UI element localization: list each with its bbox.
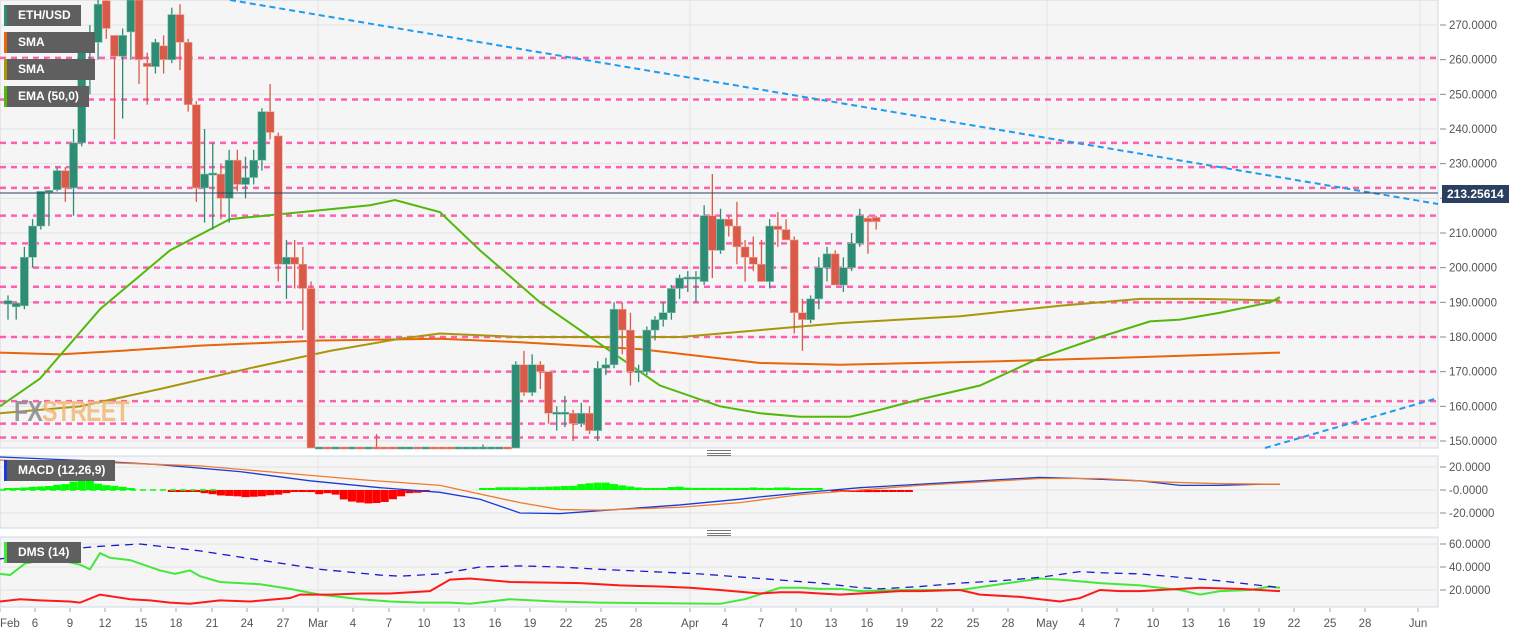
svg-text:240.0000: 240.0000 <box>1449 124 1497 136</box>
svg-text:4: 4 <box>722 618 729 630</box>
svg-text:13: 13 <box>825 618 838 630</box>
macd-label: MACD (12,26,9) <box>18 463 106 477</box>
panel-resize-handle-macd[interactable] <box>707 450 731 456</box>
svg-text:4: 4 <box>1079 618 1086 630</box>
svg-text:Jun: Jun <box>1409 618 1428 630</box>
svg-text:28: 28 <box>630 618 643 630</box>
svg-text:20.0000: 20.0000 <box>1449 462 1491 474</box>
svg-text:16: 16 <box>861 618 874 630</box>
svg-text:-0.0000: -0.0000 <box>1449 485 1488 497</box>
svg-text:24: 24 <box>241 618 254 630</box>
price-axis: 270.0000 260.0000 250.0000 240.0000 230.0000… <box>1440 20 1497 597</box>
svg-text:19: 19 <box>1253 618 1266 630</box>
legend-macd[interactable]: MACD (12,26,9) <box>4 460 116 481</box>
svg-text:7: 7 <box>758 618 764 630</box>
svg-text:27: 27 <box>277 618 290 630</box>
svg-text:10: 10 <box>790 618 803 630</box>
moving-averages <box>0 199 1281 418</box>
svg-text:10: 10 <box>418 618 431 630</box>
svg-text:28: 28 <box>1359 618 1372 630</box>
current-price-value: 213.25614 <box>1447 187 1504 201</box>
legend-symbol[interactable]: ETH/USD <box>4 5 81 26</box>
svg-text:9: 9 <box>67 618 73 630</box>
svg-text:250.0000: 250.0000 <box>1449 89 1497 101</box>
svg-text:4: 4 <box>350 618 357 630</box>
svg-text:22: 22 <box>931 618 944 630</box>
svg-text:160.0000: 160.0000 <box>1449 401 1497 413</box>
svg-text:May: May <box>1036 618 1058 630</box>
svg-text:150.0000: 150.0000 <box>1449 436 1497 448</box>
svg-text:13: 13 <box>453 618 466 630</box>
symbol-label: ETH/USD <box>18 8 71 22</box>
svg-text:10: 10 <box>1147 618 1160 630</box>
svg-text:15: 15 <box>135 618 148 630</box>
watermark-fx: FX <box>14 396 43 428</box>
svg-text:60.0000: 60.0000 <box>1449 539 1491 551</box>
trendlines <box>229 0 1439 449</box>
dms-plot <box>0 543 1281 605</box>
svg-text:170.0000: 170.0000 <box>1449 367 1497 379</box>
fxstreet-watermark: FXSTREET <box>14 396 130 429</box>
dms-panel-bg[interactable] <box>0 536 1439 608</box>
svg-text:Feb: Feb <box>0 618 20 630</box>
svg-text:25: 25 <box>967 618 980 630</box>
svg-text:19: 19 <box>896 618 909 630</box>
svg-text:22: 22 <box>1288 618 1301 630</box>
svg-text:20.0000: 20.0000 <box>1449 585 1491 597</box>
svg-text:21: 21 <box>206 618 219 630</box>
legend-sma100[interactable]: SMA (100,0) <box>4 59 95 97</box>
watermark-street: STREET <box>42 396 130 428</box>
svg-text:200.0000: 200.0000 <box>1449 263 1497 275</box>
svg-text:6: 6 <box>32 618 38 630</box>
macd-plot <box>0 456 1281 515</box>
svg-text:25: 25 <box>1324 618 1337 630</box>
svg-text:Mar: Mar <box>308 618 328 630</box>
svg-text:13: 13 <box>1182 618 1195 630</box>
svg-text:7: 7 <box>1114 618 1120 630</box>
svg-text:25: 25 <box>595 618 608 630</box>
svg-text:270.0000: 270.0000 <box>1449 20 1497 32</box>
svg-text:210.0000: 210.0000 <box>1449 228 1497 240</box>
dms-label: DMS (14) <box>18 545 70 559</box>
legend-ema50[interactable]: EMA (50,0) <box>4 86 89 107</box>
svg-text:Apr: Apr <box>681 618 699 630</box>
svg-text:180.0000: 180.0000 <box>1449 332 1497 344</box>
svg-text:16: 16 <box>1218 618 1231 630</box>
time-axis: Feb 6 9 12 15 18 21 24 27 Mar 4 7 10 13 16 19 22 25 28 Apr 4… <box>0 608 1427 630</box>
svg-text:40.0000: 40.0000 <box>1449 562 1491 574</box>
svg-text:16: 16 <box>489 618 502 630</box>
svg-text:12: 12 <box>99 618 112 630</box>
candlesticks <box>3 0 881 450</box>
svg-text:19: 19 <box>524 618 537 630</box>
grid-lines <box>0 0 1438 607</box>
legend-sma200[interactable]: SMA (200,0) <box>4 32 95 70</box>
svg-text:-20.0000: -20.0000 <box>1449 508 1494 520</box>
current-price-tag: 213.25614 <box>1442 185 1509 203</box>
svg-text:260.0000: 260.0000 <box>1449 55 1497 67</box>
svg-text:22: 22 <box>560 618 573 630</box>
svg-text:28: 28 <box>1002 618 1015 630</box>
panel-resize-handle-dms[interactable] <box>707 530 731 536</box>
svg-text:18: 18 <box>170 618 183 630</box>
ema50-label: EMA (50,0) <box>18 89 79 103</box>
legend-dms[interactable]: DMS (14) <box>4 542 81 563</box>
svg-text:7: 7 <box>386 618 392 630</box>
svg-text:230.0000: 230.0000 <box>1449 159 1497 171</box>
svg-text:190.0000: 190.0000 <box>1449 297 1497 309</box>
